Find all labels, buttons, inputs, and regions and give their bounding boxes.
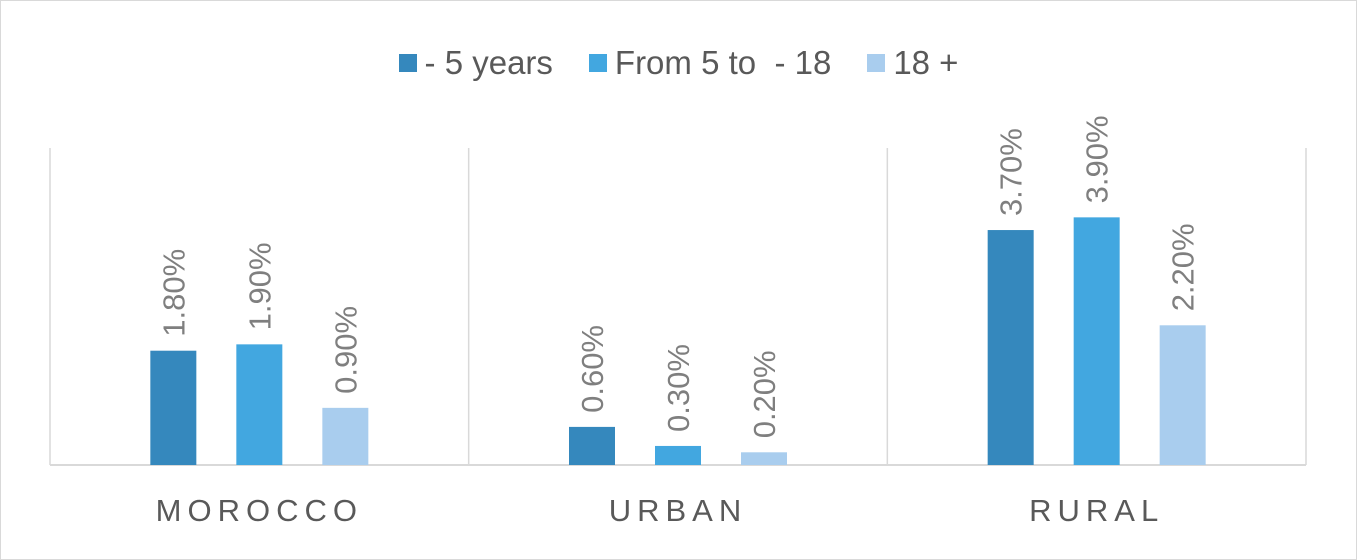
category-label: URBAN bbox=[609, 493, 748, 528]
bar-urban-series-0 bbox=[569, 426, 615, 465]
bar-morocco-series-1 bbox=[236, 344, 283, 465]
data-label: 0.60% bbox=[575, 325, 610, 413]
chart-legend: - 5 years From 5 to - 18 18 + bbox=[0, 40, 1357, 86]
bar-rural-series-1 bbox=[1073, 217, 1120, 465]
data-label: 2.20% bbox=[1166, 223, 1201, 311]
legend-label-18-plus: 18 + bbox=[893, 44, 959, 81]
data-label: 0.20% bbox=[747, 350, 782, 438]
bar-morocco-series-2 bbox=[322, 407, 369, 465]
data-label: 3.70% bbox=[994, 128, 1029, 216]
legend-label-5-to-18: From 5 to - 18 bbox=[614, 44, 832, 81]
legend-swatch-5-to-18 bbox=[588, 54, 607, 72]
data-label: 1.90% bbox=[242, 242, 277, 330]
bar-urban-series-2 bbox=[741, 452, 787, 465]
legend-item-5-to-18: From 5 to - 18 bbox=[588, 44, 832, 82]
legend-swatch-under-5 bbox=[398, 54, 417, 72]
bar-urban-series-1 bbox=[655, 445, 701, 465]
legend-swatch-18-plus bbox=[867, 54, 886, 72]
bar-rural-series-0 bbox=[987, 230, 1034, 465]
legend-label-under-5: - 5 years bbox=[424, 44, 553, 81]
data-label: 0.30% bbox=[661, 344, 696, 432]
category-label: MOROCCO bbox=[156, 493, 363, 528]
bar-morocco-series-0 bbox=[150, 350, 197, 465]
data-label: 0.90% bbox=[328, 306, 363, 394]
data-label: 1.80% bbox=[156, 249, 191, 337]
data-label: 3.90% bbox=[1080, 115, 1115, 203]
legend-item-under-5: - 5 years bbox=[398, 44, 553, 82]
category-label: RURAL bbox=[1029, 493, 1164, 528]
legend-item-18-plus: 18 + bbox=[867, 44, 958, 82]
bar-rural-series-2 bbox=[1159, 325, 1206, 465]
